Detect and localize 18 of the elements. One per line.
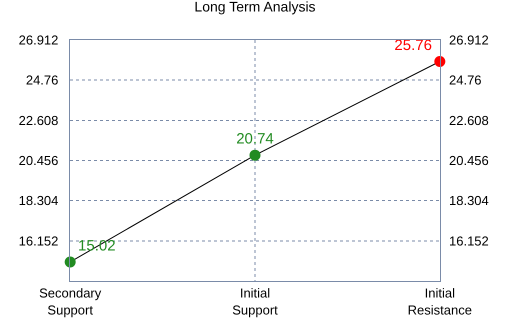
x-tick-label: Initial Support: [232, 286, 278, 318]
y2-tick-label: 20.456: [449, 153, 489, 168]
y2-tick-label: 26.912: [449, 32, 489, 48]
x-tick-label: Secondary Support: [39, 286, 102, 318]
y2-tick-label: 22.608: [449, 112, 489, 128]
data-label: 20.74: [236, 130, 274, 148]
x-tick-label: Initial Resistance: [408, 286, 472, 318]
chart-title: Long Term Analysis: [194, 0, 316, 14]
y2-tick-label: 24.76: [449, 72, 482, 88]
y-tick-label: 22.608: [18, 112, 58, 128]
y-tick-label: 18.304: [18, 193, 58, 208]
point: [250, 150, 260, 161]
y-tick-label: 26.912: [18, 32, 58, 48]
y2-tick-label: 18.304: [449, 193, 489, 208]
y-tick-label: 24.76: [26, 72, 58, 88]
y-tick-label: 16.152: [18, 233, 58, 248]
y2-tick-label: 16.152: [449, 233, 489, 248]
y-tick-label: 20.456: [18, 153, 58, 168]
